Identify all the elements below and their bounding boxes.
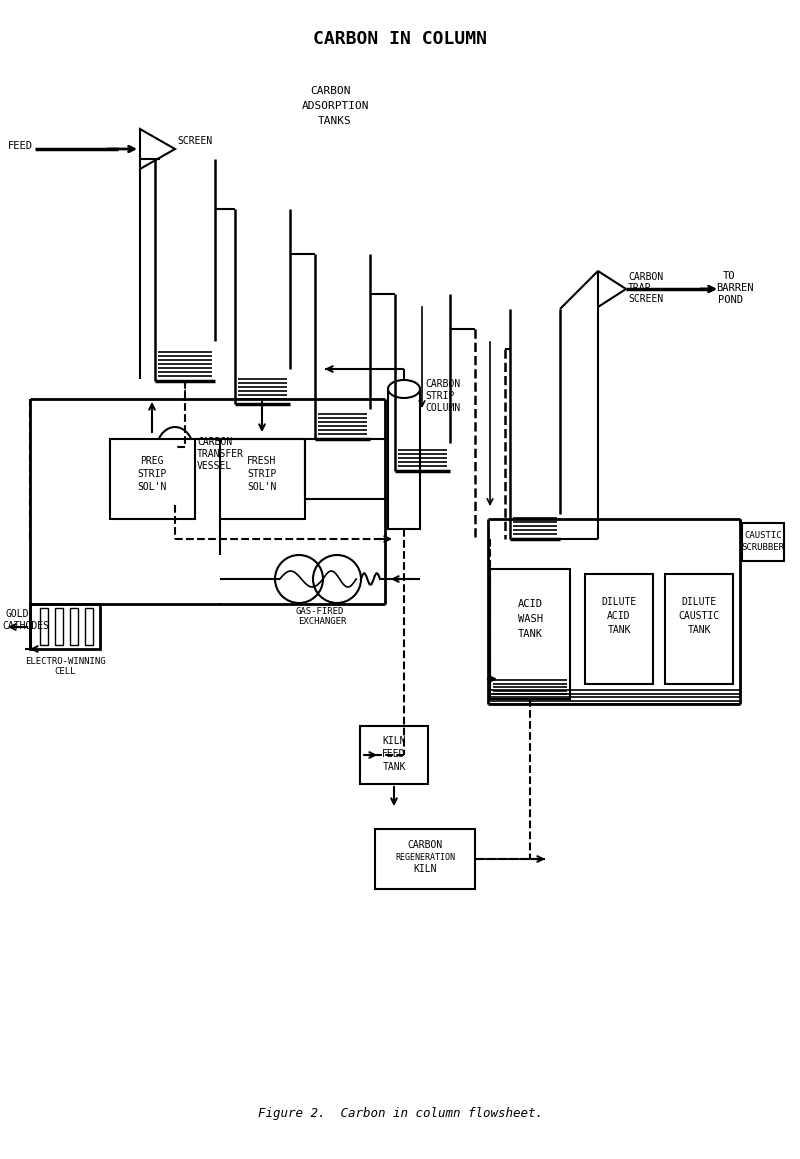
Bar [110, 439, 195, 519]
Text: SCRUBBER: SCRUBBER [742, 542, 785, 552]
Text: TRANSFER: TRANSFER [197, 449, 244, 459]
Text: SOL'N: SOL'N [247, 482, 277, 493]
Text: BARREN: BARREN [716, 283, 754, 293]
Text: KILN: KILN [382, 736, 406, 746]
Text: CARBON: CARBON [197, 437, 232, 447]
Bar [375, 829, 475, 889]
Bar [490, 569, 570, 699]
Text: COLUMN: COLUMN [425, 403, 460, 413]
Bar [360, 726, 428, 783]
Text: SCREEN: SCREEN [628, 294, 663, 304]
Text: KILN: KILN [414, 863, 437, 874]
Bar [585, 574, 653, 684]
Text: STRIP: STRIP [247, 469, 277, 479]
Text: ACID: ACID [518, 599, 542, 608]
Text: PREG: PREG [140, 455, 164, 466]
Bar [40, 608, 48, 646]
Text: DILUTE: DILUTE [602, 597, 637, 607]
Text: EXCHANGER: EXCHANGER [298, 617, 346, 626]
Text: TRAP: TRAP [628, 283, 651, 293]
Text: CAUSTIC: CAUSTIC [678, 611, 719, 621]
Text: TANK: TANK [518, 629, 542, 639]
Bar [220, 439, 305, 519]
Text: CARBON: CARBON [310, 86, 350, 96]
Bar [665, 574, 733, 684]
Text: FRESH: FRESH [247, 455, 277, 466]
Text: CELL: CELL [54, 666, 76, 676]
Bar [55, 608, 63, 646]
Text: CATHODES: CATHODES [2, 621, 49, 630]
Text: WASH: WASH [518, 614, 542, 624]
Text: POND: POND [718, 296, 743, 305]
Ellipse shape [388, 380, 420, 398]
Text: STRIP: STRIP [425, 391, 454, 401]
Text: VESSEL: VESSEL [197, 461, 232, 471]
Text: CARBON: CARBON [628, 272, 663, 282]
Text: ADSORPTION: ADSORPTION [302, 101, 370, 111]
Bar [70, 608, 78, 646]
Text: GAS-FIRED: GAS-FIRED [296, 606, 344, 615]
Text: FEED: FEED [382, 749, 406, 759]
Text: DILUTE: DILUTE [682, 597, 717, 607]
Text: CAUSTIC: CAUSTIC [744, 531, 782, 539]
Bar [742, 523, 784, 561]
Bar [388, 389, 420, 529]
Text: ACID: ACID [607, 611, 630, 621]
Text: TANK: TANK [382, 761, 406, 772]
Text: GOLD: GOLD [5, 608, 29, 619]
Text: TANK: TANK [607, 625, 630, 635]
Text: TANK: TANK [687, 625, 710, 635]
Bar [30, 604, 100, 649]
Text: SCREEN: SCREEN [177, 136, 212, 146]
Text: CARBON IN COLUMN: CARBON IN COLUMN [313, 30, 487, 48]
Text: TO: TO [723, 271, 735, 280]
Text: ELECTRO-WINNING: ELECTRO-WINNING [25, 656, 106, 665]
Text: Figure 2.  Carbon in column flowsheet.: Figure 2. Carbon in column flowsheet. [258, 1108, 542, 1121]
Text: REGENERATION: REGENERATION [395, 853, 455, 861]
Text: CARBON: CARBON [407, 840, 442, 850]
Text: SOL'N: SOL'N [138, 482, 166, 493]
Ellipse shape [156, 427, 194, 478]
Text: STRIP: STRIP [138, 469, 166, 479]
Text: TANKS: TANKS [318, 116, 352, 126]
Text: CARBON: CARBON [425, 379, 460, 389]
Text: FEED: FEED [8, 141, 33, 151]
Bar [85, 608, 93, 646]
